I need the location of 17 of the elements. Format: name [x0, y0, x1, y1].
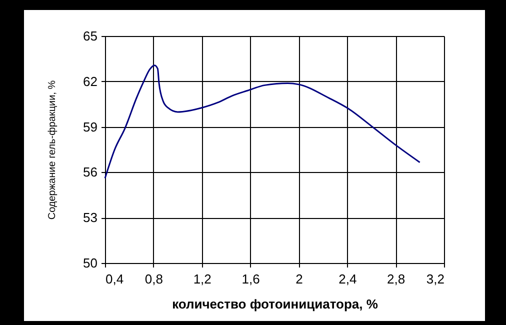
x-axis-title: количество фотоинициатора, %	[172, 296, 378, 312]
x-tick-label: 3,2	[426, 272, 444, 286]
line-series	[104, 64, 421, 180]
y-tick-label: 56	[83, 164, 98, 180]
y-tick-label: 50	[83, 256, 98, 270]
x-tick-label: 2,8	[387, 272, 406, 286]
y-tick-label: 62	[83, 74, 98, 89]
x-tick-label: 0,8	[144, 272, 163, 286]
x-tick-label: 1,2	[193, 272, 212, 286]
x-tick-label: 2	[296, 272, 303, 286]
y-tick-label: 59	[83, 119, 98, 134]
y-tick-label: 65	[83, 28, 98, 44]
y-axis-title: Содержание гель-фракции, %	[47, 80, 58, 220]
y-tick-label: 53	[83, 210, 98, 226]
x-tick-label: 0,4	[106, 272, 124, 286]
x-tick-label: 1,6	[242, 272, 260, 286]
x-tick-label: 2,4	[338, 272, 357, 286]
